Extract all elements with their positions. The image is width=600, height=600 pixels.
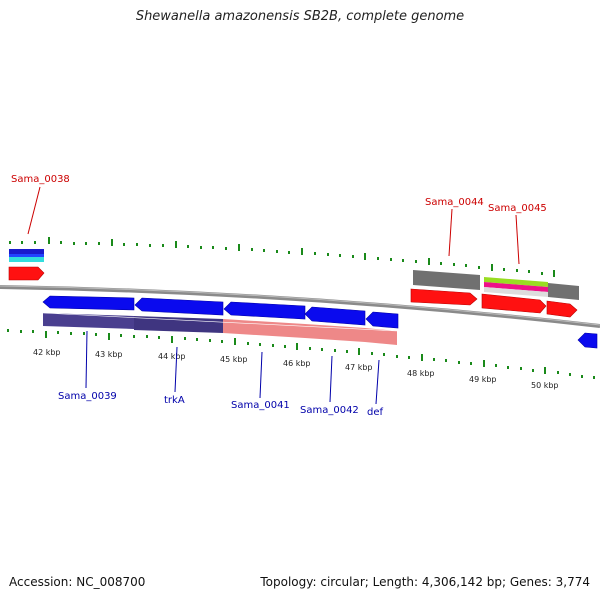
gene-arrow-sama-0041[interactable] — [223, 301, 306, 320]
gene-arrow-sama-0042[interactable] — [304, 306, 366, 326]
scale-label: 45 kbp — [220, 355, 248, 364]
genome-stats-text: Topology: circular; Length: 4,306,142 bp… — [260, 575, 590, 589]
gene-label-sama-0038[interactable]: Sama_0038 — [11, 174, 70, 185]
gene-label-sama-0044[interactable]: Sama_0044 — [425, 197, 484, 208]
gene-arrow-sama-0039[interactable] — [42, 295, 135, 311]
gene-feature-sama-0045[interactable] — [481, 277, 579, 318]
scale-label: 43 kbp — [95, 350, 123, 359]
upper-tick-ruler — [9, 237, 555, 277]
accession-text: Accession: NC_008700 — [9, 575, 146, 589]
gene-label-sama-0042[interactable]: Sama_0042 — [300, 405, 359, 416]
gene-arrow-right-edge[interactable] — [577, 332, 598, 349]
cds-arrow-track — [42, 295, 598, 349]
gene-feature-sama-0038[interactable] — [8, 249, 45, 281]
scale-label: 50 kbp — [531, 381, 559, 390]
scale-label: 46 kbp — [283, 359, 311, 368]
scale-label: 48 kbp — [407, 369, 435, 378]
genome-backbone — [0, 285, 600, 328]
gene-label-sama-0045[interactable]: Sama_0045 — [488, 203, 547, 214]
scale-label: 44 kbp — [158, 352, 186, 361]
gene-feature-sama-0044[interactable] — [410, 270, 480, 306]
lower-tick-ruler — [7, 329, 595, 379]
scale-label: 42 kbp — [33, 348, 61, 357]
scale-label: 49 kbp — [469, 375, 497, 384]
map-title: Shewanella amazonensis SB2B, complete ge… — [135, 9, 465, 24]
gene-label-sama-0041[interactable]: Sama_0041 — [231, 400, 290, 411]
gene-arrow-def[interactable] — [365, 311, 399, 329]
annotation-band — [42, 312, 398, 345]
gene-label-trka[interactable]: trkA — [164, 395, 185, 406]
gene-label-sama-0039[interactable]: Sama_0039 — [58, 391, 117, 402]
gene-arrow-trka[interactable] — [134, 297, 224, 316]
scale-label: 47 kbp — [345, 363, 373, 372]
gene-label-def[interactable]: def — [367, 407, 384, 418]
